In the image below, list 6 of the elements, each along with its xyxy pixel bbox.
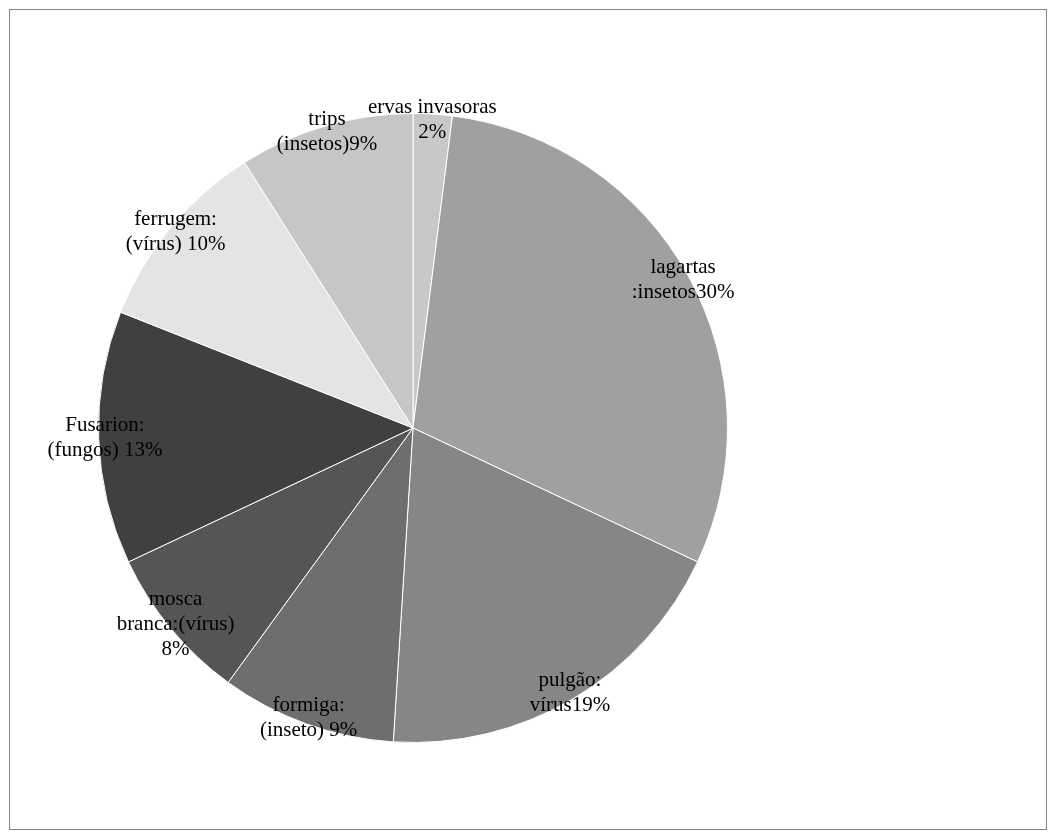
slice-label: pulgão: vírus19%	[529, 667, 611, 717]
data-label: 8%	[161, 635, 190, 660]
slice-label: ferrugem: (vírus) 10%	[125, 205, 226, 255]
data-label: 2%	[418, 119, 447, 144]
slice-label: formiga: (inseto) 9%	[259, 692, 358, 741]
slice-label: ervas invasoras	[367, 94, 497, 119]
